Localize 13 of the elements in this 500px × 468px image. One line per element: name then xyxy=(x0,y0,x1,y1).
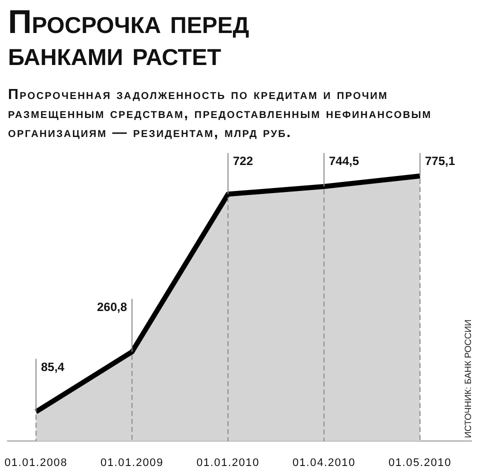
x-tick-label: 01.04.2010 xyxy=(292,456,356,468)
data-label: 85,4 xyxy=(41,360,65,374)
data-label: 260,8 xyxy=(96,300,128,314)
data-label: 722 xyxy=(233,154,254,168)
x-tick-label: 01.01.2010 xyxy=(196,456,260,468)
x-tick-label: 01.05.2010 xyxy=(388,456,452,468)
x-tick-label: 01.01.2009 xyxy=(100,456,164,468)
data-label: 775,1 xyxy=(425,154,456,168)
annotation: ИСТОЧНИК: БАНК РОССИИ xyxy=(463,320,473,438)
x-tick-label: 01.01.2008 xyxy=(4,456,68,468)
chart-subtitle: Просроченная задолженность по кредитам и прочим размещенным средствам, предоставленным нефинансовым организациям — резидентам, млрд руб. xyxy=(8,87,432,141)
data-label: 744,5 xyxy=(329,154,360,168)
chart-title: Просрочка перед банками растет xyxy=(8,3,250,72)
